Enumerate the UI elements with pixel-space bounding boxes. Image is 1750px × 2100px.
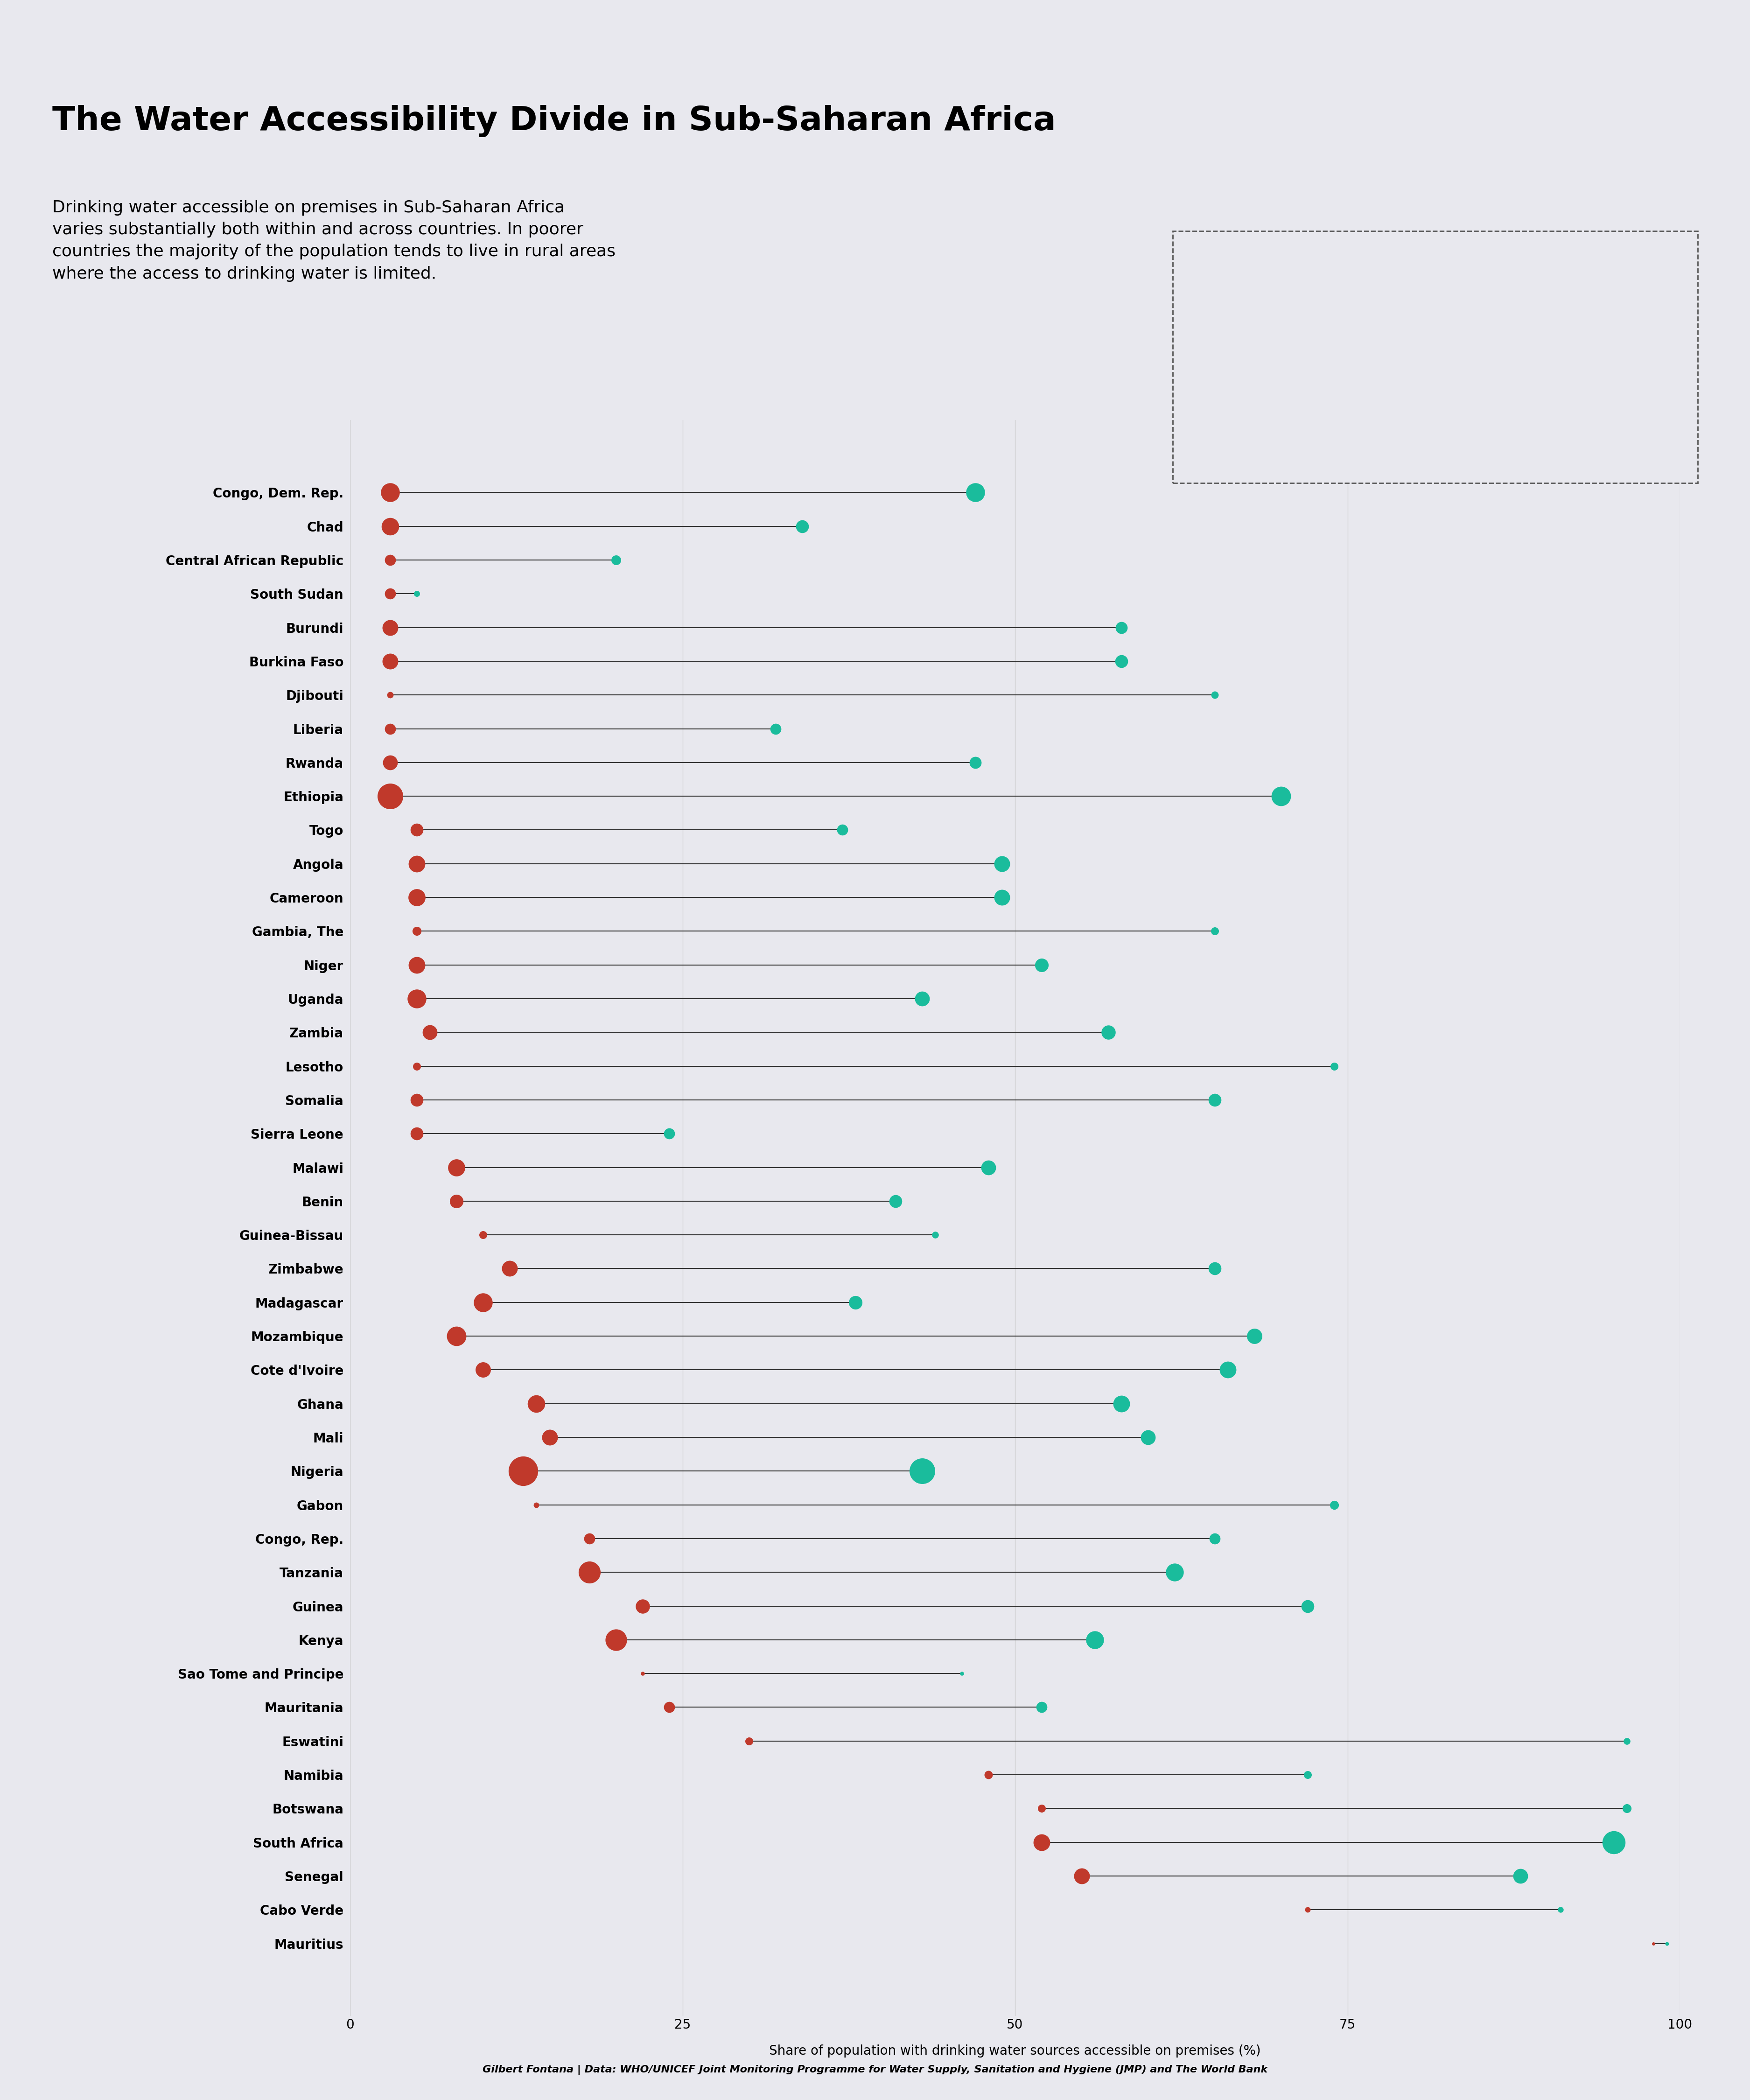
X-axis label: Share of population with drinking water sources accessible on premises (%): Share of population with drinking water …	[770, 2043, 1260, 2058]
Point	[402, 1084, 430, 1117]
Point	[469, 1218, 497, 1252]
Point	[376, 611, 404, 645]
Point	[1094, 1016, 1122, 1050]
Point	[1500, 323, 1528, 357]
Point	[1082, 1623, 1110, 1657]
Point	[975, 1151, 1003, 1184]
Point	[882, 1184, 910, 1218]
Point	[576, 1556, 604, 1590]
Point	[376, 779, 404, 813]
Point	[788, 510, 816, 544]
Point	[402, 1117, 430, 1151]
Point	[1027, 1690, 1055, 1724]
Text: Rural: Rural	[1218, 326, 1260, 338]
Point	[376, 712, 404, 745]
Point	[1267, 779, 1295, 813]
Text: Drinking water accessible on premises in Sub-Saharan Africa
varies substantially: Drinking water accessible on premises in…	[52, 200, 616, 281]
Point	[1108, 611, 1136, 645]
Point	[908, 983, 936, 1016]
Point	[602, 1623, 630, 1657]
Point	[1108, 645, 1136, 678]
Point	[402, 880, 430, 914]
Point	[402, 578, 430, 611]
Point	[628, 1657, 656, 1690]
Point	[628, 1590, 656, 1623]
Point	[376, 746, 404, 779]
Point	[1068, 1858, 1096, 1892]
Text: How to read: How to read	[1381, 262, 1489, 277]
Point	[443, 1184, 471, 1218]
Point	[961, 477, 989, 510]
Point	[1507, 1858, 1535, 1892]
Point	[1027, 947, 1055, 981]
Text: The Water Accessibility Divide in Sub-Saharan Africa: The Water Accessibility Divide in Sub-Sa…	[52, 105, 1057, 136]
Point	[602, 544, 630, 578]
Point	[1614, 1724, 1641, 1758]
Text: The dots indicate
relative population
size in each area: The dots indicate relative population si…	[1374, 374, 1496, 424]
Point	[1200, 1522, 1228, 1556]
Point	[522, 1489, 550, 1522]
Point	[1293, 1758, 1321, 1791]
Point	[1160, 1556, 1188, 1590]
Point	[1200, 914, 1228, 947]
Text: Gilbert Fontana | Data: WHO/UNICEF Joint Monitoring Programme for Water Supply, : Gilbert Fontana | Data: WHO/UNICEF Joint…	[483, 2064, 1267, 2075]
Point	[987, 880, 1015, 914]
Point	[1293, 1590, 1321, 1623]
Point	[376, 544, 404, 578]
Point	[443, 1151, 471, 1184]
Point	[1320, 1050, 1348, 1084]
Point	[469, 1352, 497, 1386]
Point	[761, 712, 789, 745]
Point	[920, 1218, 948, 1252]
Point	[987, 846, 1015, 880]
Point	[509, 1455, 537, 1489]
Point	[1200, 1084, 1228, 1117]
Point	[842, 1285, 870, 1319]
Point	[1200, 1252, 1228, 1285]
Point	[402, 947, 430, 981]
Point	[522, 1386, 550, 1420]
Point	[1027, 1791, 1055, 1825]
Point	[654, 1117, 682, 1151]
Point	[1600, 1825, 1628, 1858]
Point	[1241, 1319, 1269, 1352]
Point	[1640, 1926, 1668, 1959]
Point	[376, 645, 404, 678]
Point	[402, 914, 430, 947]
Point	[1293, 1892, 1321, 1926]
Point	[402, 846, 430, 880]
Point	[576, 1522, 604, 1556]
Point	[1134, 1420, 1162, 1453]
Point	[416, 1016, 444, 1050]
Point	[654, 1690, 682, 1724]
Point	[443, 1319, 471, 1352]
Point	[536, 1420, 564, 1453]
Point	[1547, 1892, 1575, 1926]
Point	[1652, 1926, 1680, 1959]
Point	[1027, 1825, 1055, 1858]
Point	[1214, 1352, 1242, 1386]
Point	[1614, 1791, 1641, 1825]
Point	[1200, 678, 1228, 712]
Point	[828, 813, 856, 846]
Point	[949, 1657, 977, 1690]
Point	[376, 578, 404, 611]
Point	[908, 1455, 936, 1489]
Point	[1320, 1489, 1348, 1522]
Point	[402, 1050, 430, 1084]
Point	[961, 746, 989, 779]
Point	[376, 510, 404, 544]
Point	[376, 477, 404, 510]
Point	[469, 1285, 497, 1319]
Point	[402, 813, 430, 846]
Point	[975, 1758, 1003, 1791]
Text: Urban: Urban	[1540, 326, 1589, 338]
Point	[735, 1724, 763, 1758]
Point	[376, 678, 404, 712]
Point	[402, 983, 430, 1016]
Point	[1108, 1386, 1136, 1420]
Point	[1237, 323, 1265, 357]
Point	[495, 1252, 523, 1285]
